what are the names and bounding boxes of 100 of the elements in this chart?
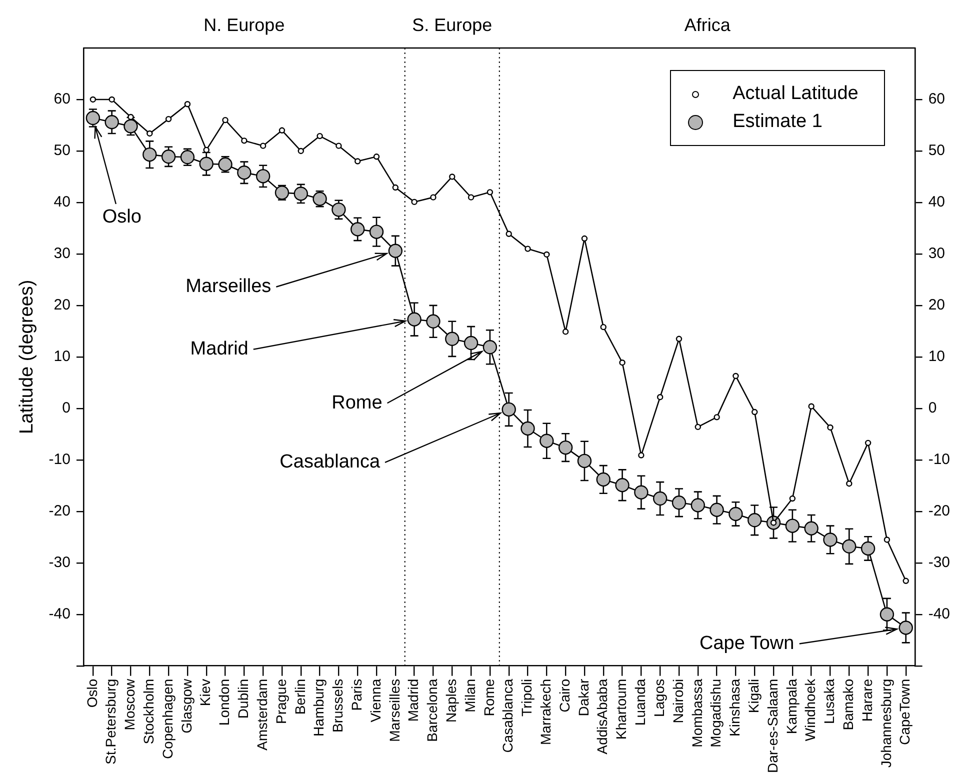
point	[274, 186, 290, 200]
point	[237, 166, 252, 180]
x-tick-label: Kinshasa	[726, 678, 743, 736]
point	[842, 539, 856, 554]
point	[294, 186, 308, 201]
point	[714, 414, 720, 420]
x-tick-label: Naples	[442, 678, 459, 722]
point	[577, 454, 592, 468]
x-tick-label: Kampala	[783, 678, 800, 734]
y2-tick-label: 50	[928, 142, 946, 160]
y2-tick-label: -10	[928, 451, 950, 468]
point	[808, 403, 814, 410]
point	[748, 513, 762, 528]
x-tick-label: Hamburg	[310, 678, 327, 736]
point	[656, 394, 664, 400]
point	[445, 332, 460, 346]
point	[184, 101, 191, 108]
point	[108, 96, 115, 103]
x-tick-label: Prague	[272, 678, 289, 724]
x-tick-label: Rome	[480, 678, 497, 716]
point	[426, 314, 440, 329]
legend-label: Actual Latitude	[732, 83, 858, 105]
y2-tick-label: -20	[928, 502, 950, 520]
point	[146, 130, 153, 137]
y2-tick-label: 30	[928, 245, 946, 262]
point	[316, 132, 323, 140]
text: N. Europe	[204, 14, 285, 35]
point	[388, 244, 403, 258]
point	[260, 142, 266, 149]
x-tick-label: Dar-es-Salaam	[764, 678, 780, 774]
x-tick-label: St.Petersburg	[102, 678, 119, 764]
point	[392, 184, 399, 191]
x-tick-label: AddisAbaba	[594, 678, 610, 754]
x-tick-label: Windhoek	[802, 678, 818, 742]
x-tick-label: Glasgow	[178, 678, 194, 734]
point	[486, 189, 494, 196]
point	[278, 127, 286, 134]
point	[544, 251, 550, 258]
y-tick-label: 50	[54, 142, 70, 160]
point	[676, 336, 682, 342]
point	[241, 138, 248, 144]
x-tick-label: Copenhagen	[159, 678, 176, 760]
point	[524, 246, 531, 252]
point	[104, 115, 119, 130]
point	[336, 142, 342, 149]
y2-tick-label: 20	[928, 296, 946, 314]
x-tick-label: Mogadishu	[708, 678, 724, 748]
y-tick-label: -40	[48, 606, 70, 623]
text: S. Europe	[412, 14, 492, 35]
legend-label: Estimate 1	[732, 111, 822, 133]
annotation: Rome	[332, 392, 382, 414]
x-tick-label: Lusaka	[821, 678, 838, 724]
x-tick-label: Brussels	[330, 678, 346, 733]
x-tick-label: Khartoum	[613, 678, 630, 740]
y-tick-label: 30	[54, 245, 70, 262]
x-tick-label: Moscow	[122, 678, 138, 730]
point	[581, 235, 588, 242]
point	[222, 116, 228, 124]
point	[672, 496, 686, 510]
x-tick-label: Nairobi	[670, 678, 686, 724]
x-tick-label: London	[216, 678, 232, 726]
point	[407, 312, 422, 326]
point	[540, 434, 554, 448]
point	[124, 119, 138, 134]
point	[710, 502, 724, 517]
point	[165, 116, 172, 122]
x-tick-label: CapeTown	[896, 678, 913, 746]
point	[312, 192, 327, 206]
point	[690, 498, 706, 512]
point	[411, 198, 418, 206]
point	[199, 156, 214, 171]
x-tick-label: Berlin	[292, 678, 308, 715]
annotation: Casablanca	[280, 452, 380, 473]
point	[256, 169, 270, 184]
y2-tick-label: 10	[928, 348, 946, 366]
point	[562, 328, 569, 335]
point	[218, 157, 232, 172]
point	[161, 150, 176, 164]
x-tick-label: Paris	[348, 678, 364, 711]
annotation: Oslo	[102, 206, 142, 228]
x-tick-label: Bamako	[840, 678, 856, 730]
y-axis-title: Latitude (degrees)	[16, 280, 38, 434]
x-tick-label: Dakar	[575, 678, 592, 716]
point	[350, 222, 365, 236]
point	[619, 359, 626, 366]
y2-tick-label: -30	[928, 554, 950, 572]
point	[298, 148, 304, 154]
point	[902, 578, 909, 584]
point	[128, 114, 134, 120]
point	[90, 96, 96, 103]
point	[864, 440, 872, 446]
point	[180, 150, 195, 164]
point	[600, 324, 606, 330]
annotation: Marseilles	[186, 276, 272, 298]
y-tick-label: 10	[54, 348, 70, 366]
point	[520, 421, 535, 436]
point	[596, 472, 610, 487]
y2-tick-label: 40	[928, 194, 946, 211]
point	[884, 536, 890, 543]
y-tick-label: -30	[48, 554, 70, 572]
